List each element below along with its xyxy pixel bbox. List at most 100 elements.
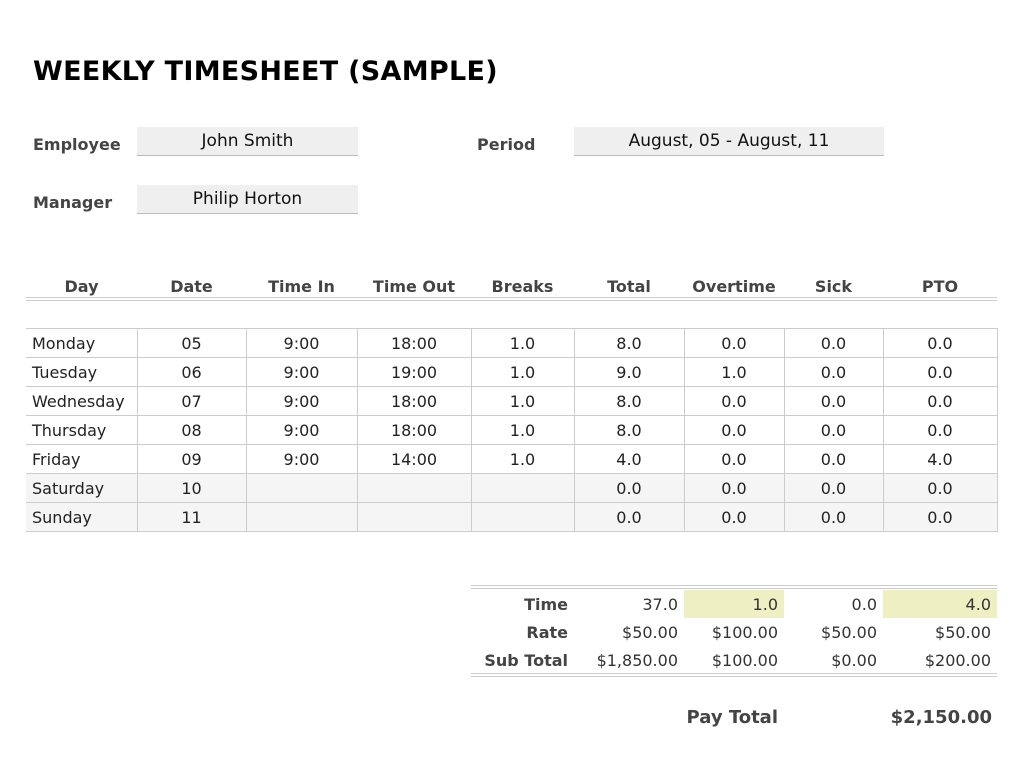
column-header: Breaks	[491, 276, 554, 296]
table-cell[interactable]: 1.0	[683, 357, 785, 387]
summary-value: $100.00	[711, 622, 778, 642]
summary-value: 0.0	[851, 594, 877, 614]
table-cell[interactable]: 4.0	[882, 444, 998, 474]
summary-value: $50.00	[821, 622, 877, 642]
pay-total-value: $2,150.00	[890, 707, 992, 728]
table-cell[interactable]: 06	[136, 357, 247, 387]
table-cell[interactable]: 9.0	[573, 357, 685, 387]
summary-table: Time 37.0 1.0 0.0 4.0 Rate $50.00 $100.00 $50.00…	[471, 590, 997, 674]
column-header: Overtime	[692, 276, 776, 296]
employee-label: Employee	[33, 135, 121, 154]
table-cell[interactable]: 0.0	[573, 473, 685, 503]
table-cell[interactable]: 0.0	[783, 444, 884, 474]
column-header: Time Out	[372, 276, 456, 296]
table-cell[interactable]: 8.0	[573, 328, 685, 358]
table-cell[interactable]: 0.0	[783, 415, 884, 445]
table-cell[interactable]: 0.0	[573, 502, 685, 532]
summary-value: $50.00	[935, 622, 991, 642]
table-cell[interactable]: Friday	[26, 444, 138, 474]
table-cell[interactable]: 0.0	[882, 357, 998, 387]
table-cell[interactable]: 0.0	[783, 328, 884, 358]
table-cell[interactable]: 1.0	[470, 444, 575, 474]
summary-value: $50.00	[622, 622, 678, 642]
summary-bottom-divider	[471, 673, 997, 677]
column-header: Time In	[268, 276, 335, 296]
table-cell[interactable]: 18:00	[356, 386, 472, 416]
table-cell[interactable]: Thursday	[26, 415, 138, 445]
table-cell[interactable]	[245, 502, 358, 532]
table-cell[interactable]: Tuesday	[26, 357, 138, 387]
summary-value: 4.0	[883, 590, 997, 618]
summary-label: Time	[524, 594, 568, 614]
table-cell[interactable]: 18:00	[356, 328, 472, 358]
table-cell[interactable]: Wednesday	[26, 386, 138, 416]
table-cell[interactable]: Monday	[26, 328, 138, 358]
column-header: Date	[170, 276, 213, 296]
table-cell[interactable]: 0.0	[683, 386, 785, 416]
table-cell[interactable]: 1.0	[470, 415, 575, 445]
table-cell[interactable]: 1.0	[470, 386, 575, 416]
table-cell[interactable]: 08	[136, 415, 247, 445]
table-row: Friday 09 9:00 14:00 1.0 4.0 0.0 0.0 4.0	[26, 444, 998, 474]
table-row: Saturday 10 0.0 0.0 0.0 0.0	[26, 473, 998, 503]
table-cell[interactable]: 0.0	[882, 386, 998, 416]
table-cell[interactable]: 09	[136, 444, 247, 474]
summary-label: Rate	[526, 622, 568, 642]
summary-value: 37.0	[642, 594, 678, 614]
table-cell[interactable]	[470, 502, 575, 532]
table-cell[interactable]: 0.0	[783, 502, 884, 532]
table-cell[interactable]: 0.0	[882, 415, 998, 445]
table-cell[interactable]: 9:00	[245, 328, 358, 358]
table-cell[interactable]: 14:00	[356, 444, 472, 474]
table-cell[interactable]: 0.0	[783, 357, 884, 387]
table-cell[interactable]: 9:00	[245, 357, 358, 387]
table-cell[interactable]: 1.0	[470, 357, 575, 387]
table-cell[interactable]: 05	[136, 328, 247, 358]
column-header: PTO	[921, 276, 959, 296]
table-cell[interactable]: 9:00	[245, 415, 358, 445]
table-cell[interactable]: 0.0	[683, 328, 785, 358]
pay-total-label: Pay Total	[686, 707, 778, 728]
manager-field[interactable]: Philip Horton	[137, 185, 358, 214]
table-cell[interactable]: 0.0	[683, 502, 785, 532]
table-cell[interactable]: 9:00	[245, 386, 358, 416]
table-cell[interactable]: 0.0	[683, 473, 785, 503]
summary-value: $100.00	[711, 650, 778, 670]
period-field[interactable]: August, 05 - August, 11	[574, 127, 884, 156]
table-cell[interactable]	[356, 502, 472, 532]
table-cell[interactable]: 10	[136, 473, 247, 503]
employee-field[interactable]: John Smith	[137, 127, 358, 156]
table-cell[interactable]: 9:00	[245, 444, 358, 474]
table-cell[interactable]: Sunday	[26, 502, 138, 532]
table-cell[interactable]	[470, 473, 575, 503]
summary-row: Rate $50.00 $100.00 $50.00 $50.00	[471, 618, 997, 646]
table-cell[interactable]: 11	[136, 502, 247, 532]
timesheet-header: Day Date Time In Time Out Breaks Total Overtim…	[26, 272, 997, 300]
table-cell[interactable]: 0.0	[882, 473, 998, 503]
table-cell[interactable]: 4.0	[573, 444, 685, 474]
table-cell[interactable]: Saturday	[26, 473, 138, 503]
timesheet-table: Monday 05 9:00 18:00 1.0 8.0 0.0 0.0 0.0 Tuesday 0…	[26, 328, 998, 532]
table-cell[interactable]: 1.0	[470, 328, 575, 358]
table-row: Monday 05 9:00 18:00 1.0 8.0 0.0 0.0 0.0	[26, 328, 998, 358]
page-title: WEEKLY TIMESHEET (SAMPLE)	[33, 56, 498, 87]
table-cell[interactable]: 0.0	[783, 386, 884, 416]
table-cell[interactable]: 0.0	[683, 415, 785, 445]
table-cell[interactable]: 0.0	[882, 502, 998, 532]
summary-value: 1.0	[684, 590, 784, 618]
table-cell[interactable]: 0.0	[783, 473, 884, 503]
table-cell[interactable]	[245, 473, 358, 503]
table-cell[interactable]: 0.0	[882, 328, 998, 358]
table-cell[interactable]: 0.0	[683, 444, 785, 474]
summary-value: $1,850.00	[596, 650, 678, 670]
column-header: Day	[64, 276, 99, 296]
table-cell[interactable]: 19:00	[356, 357, 472, 387]
table-cell[interactable]: 07	[136, 386, 247, 416]
table-cell[interactable]: 18:00	[356, 415, 472, 445]
summary-value: $0.00	[831, 650, 877, 670]
table-cell[interactable]: 8.0	[573, 386, 685, 416]
table-cell[interactable]: 8.0	[573, 415, 685, 445]
table-row: Thursday 08 9:00 18:00 1.0 8.0 0.0 0.0 0.0	[26, 415, 998, 445]
table-cell[interactable]	[356, 473, 472, 503]
column-header: Total	[607, 276, 651, 296]
